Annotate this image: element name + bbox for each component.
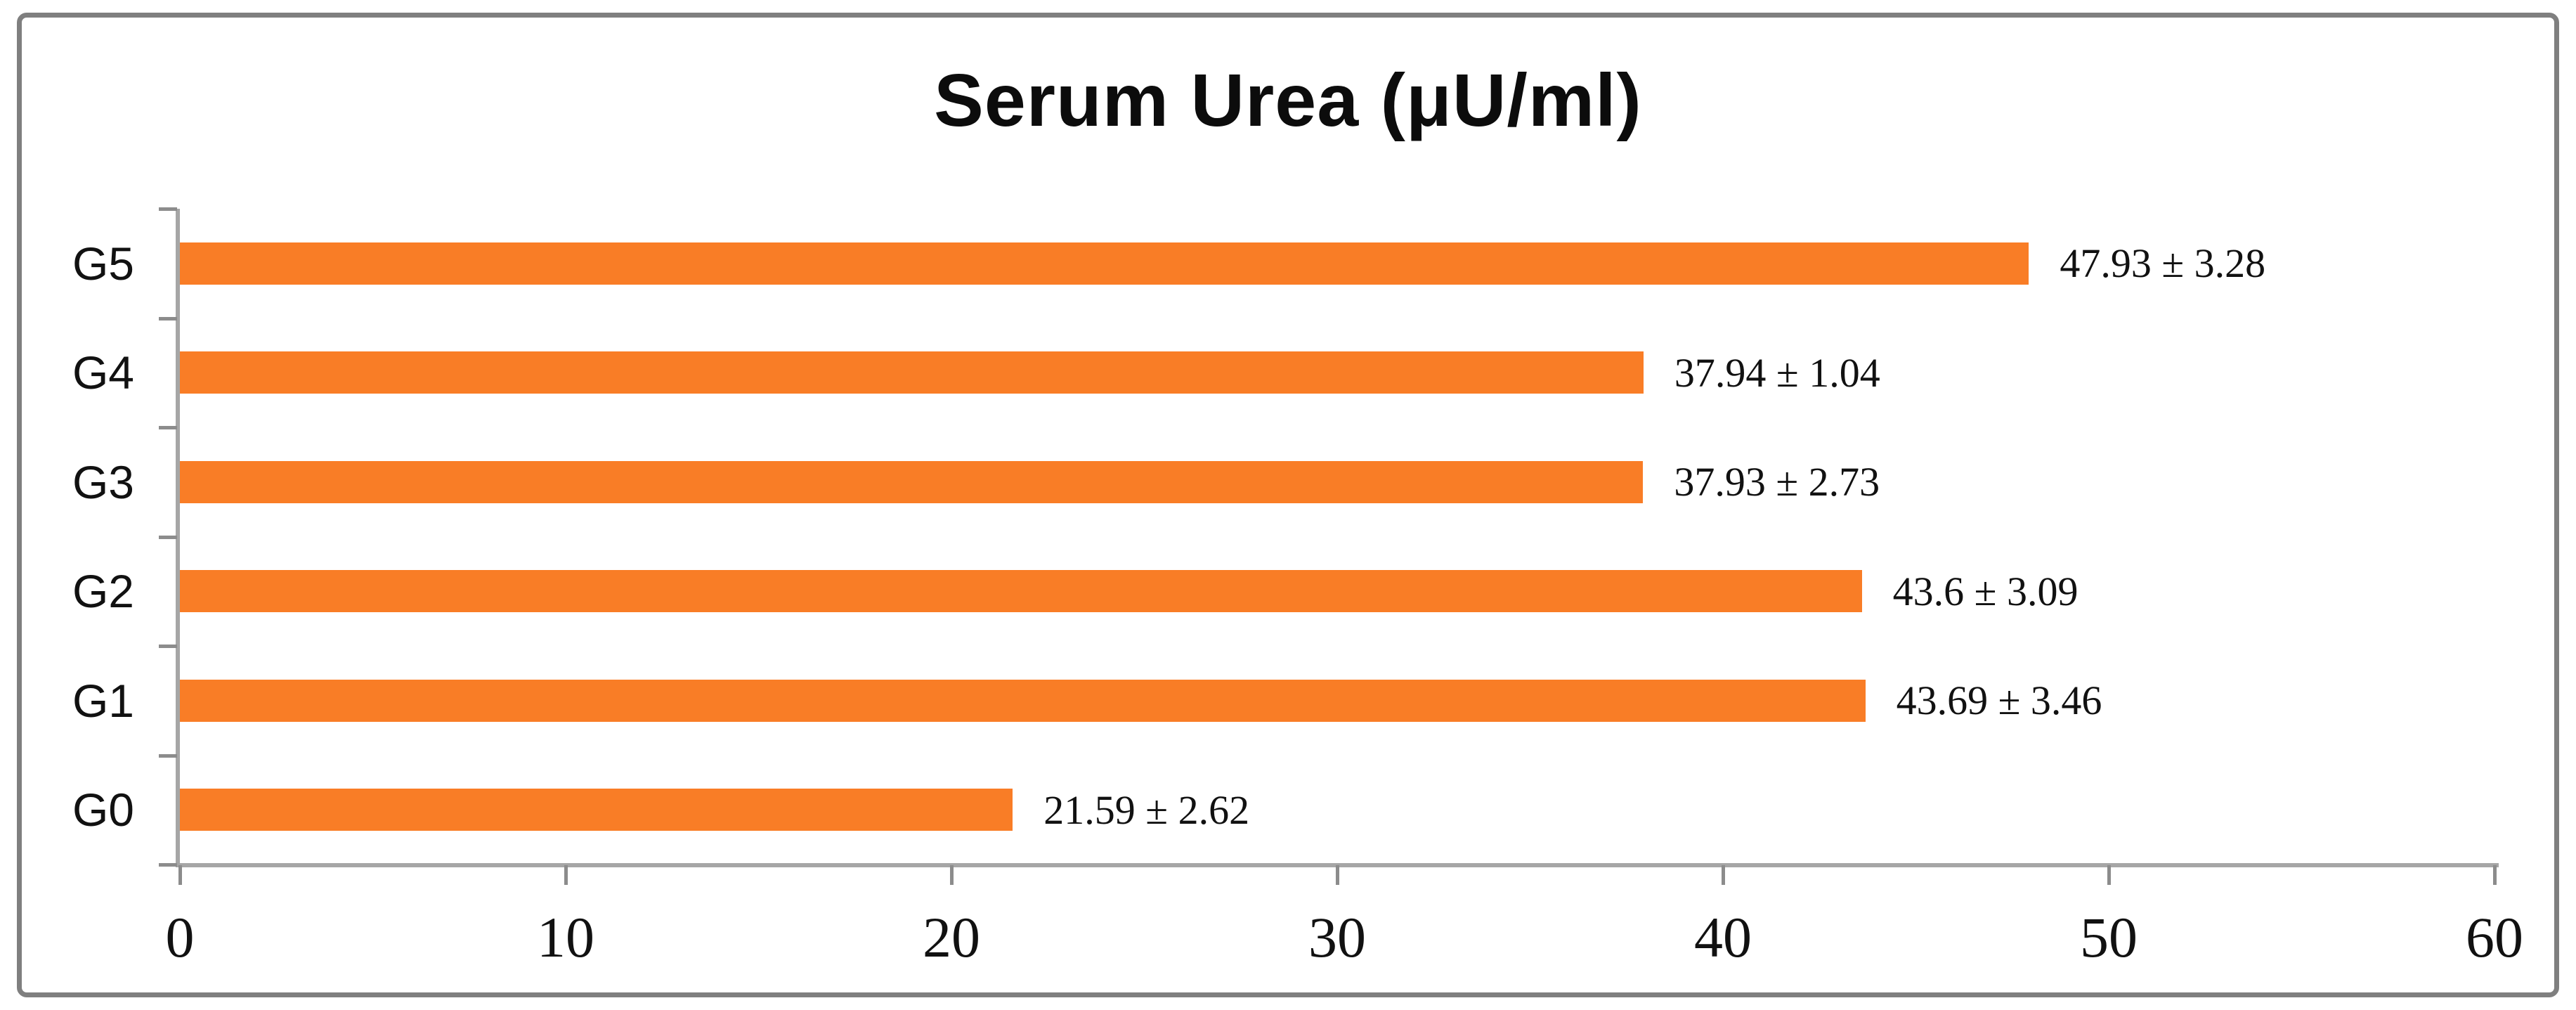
- x-axis-tick-0: [178, 865, 182, 885]
- data-label-G0: 21.59 ± 2.62: [1043, 786, 1250, 833]
- bar-G4: [180, 351, 1644, 394]
- bar-G1: [180, 679, 1866, 722]
- plot-area: G5 G4 G3 G2 G1 G0 47.93 ± 3.28 37.94 ± 1.04 37.…: [72, 207, 2523, 969]
- x-axis-tick-label-10: 10: [537, 905, 594, 969]
- category-label-G4: G4: [72, 347, 134, 399]
- x-axis-tick-label-40: 40: [1694, 905, 1752, 969]
- data-label-G1: 43.69 ± 3.46: [1896, 678, 2102, 724]
- x-axis-tick-20: [950, 865, 954, 885]
- category-label-G0: G0: [72, 784, 134, 836]
- data-label-G3: 37.93 ± 2.73: [1674, 459, 1880, 505]
- category-label-G1: G1: [72, 674, 134, 727]
- x-axis-tick-label-60: 60: [2466, 905, 2523, 969]
- data-label-G5: 47.93 ± 3.28: [2060, 240, 2266, 287]
- bar-G0: [180, 789, 1013, 831]
- y-axis-tick: [159, 535, 177, 539]
- bar-G2: [180, 570, 1862, 613]
- x-axis-tick-30: [1336, 865, 1339, 885]
- data-label-G4: 37.94 ± 1.04: [1674, 349, 1880, 396]
- x-axis-tick-50: [2107, 865, 2111, 885]
- y-axis-tick: [159, 316, 177, 321]
- y-axis-tick: [159, 426, 177, 429]
- chart-frame: Serum Urea (μU/ml) G5 G4 G3 G2 G1 G0 47.93 ± …: [17, 13, 2559, 997]
- category-label-G2: G2: [72, 565, 134, 618]
- x-axis-tick-label-50: 50: [2080, 905, 2138, 969]
- y-axis-line: [176, 209, 180, 867]
- bar-G3: [180, 460, 1644, 503]
- chart-title: Serum Urea (μU/ml): [934, 59, 1642, 142]
- y-axis-tick: [159, 645, 177, 648]
- x-axis-tick-label-20: 20: [923, 905, 980, 969]
- y-axis-tick: [159, 863, 177, 867]
- data-label-G2: 43.6 ± 3.09: [1892, 568, 2079, 614]
- bar-G5: [180, 242, 2029, 285]
- x-axis-tick-10: [564, 865, 568, 885]
- x-axis-tick-label-30: 30: [1308, 905, 1366, 969]
- x-axis-tick-40: [1722, 865, 1725, 885]
- category-label-G3: G3: [72, 455, 134, 508]
- y-axis-tick: [159, 753, 177, 758]
- y-axis-tick: [159, 207, 177, 211]
- x-axis-tick-label-0: 0: [165, 905, 195, 969]
- x-axis-tick-60: [2493, 865, 2497, 885]
- category-label-G5: G5: [72, 237, 134, 290]
